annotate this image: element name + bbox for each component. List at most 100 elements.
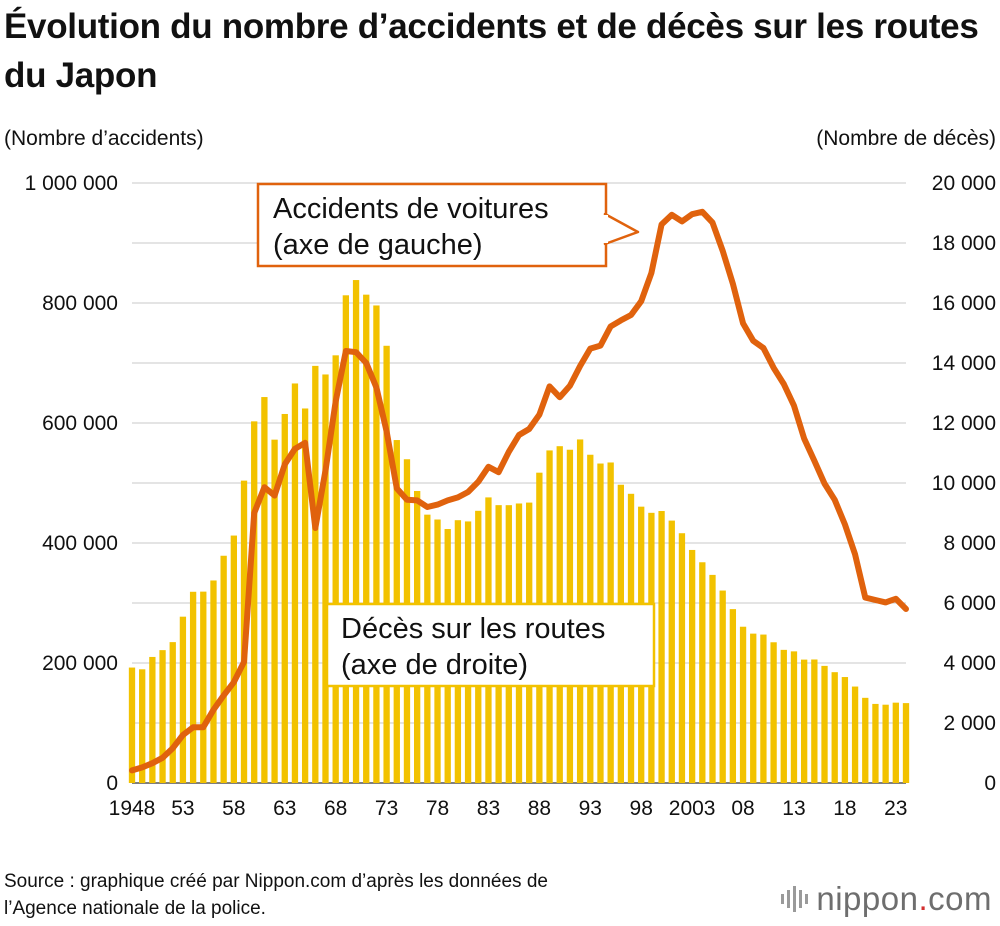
deaths-bar (831, 672, 838, 783)
right-tick-label: 10 000 (932, 472, 996, 495)
deaths-bar (251, 421, 258, 783)
deaths-bar (230, 535, 237, 783)
left-tick-label: 200 000 (42, 652, 118, 675)
deaths-callout: Décès sur les routes (axe de droite) (325, 602, 656, 688)
deaths-bar (332, 355, 339, 783)
deaths-bars (128, 280, 910, 783)
chart-title: Évolution du nombre d’accidents et de dé… (4, 7, 979, 95)
accidents-callout: Accidents de voitures (axe de gauche) (256, 182, 640, 268)
chart-canvas: 0 200 000 400 000 600 000 800 000 1 000 000 0… (25, 172, 996, 820)
deaths-bar (159, 650, 166, 783)
deaths-bar (739, 626, 747, 783)
deaths-bar (658, 511, 665, 783)
deaths-callout-box (325, 602, 656, 688)
deaths-bar (128, 667, 136, 783)
right-tick-label: 18 000 (932, 232, 996, 255)
deaths-bar (790, 651, 798, 783)
deaths-bar (149, 656, 156, 783)
deaths-bar (688, 549, 696, 783)
x-tick-label: 13 (782, 797, 805, 820)
deaths-bar (301, 408, 309, 783)
deaths-bar (200, 591, 207, 783)
deaths-bar (210, 580, 217, 783)
deaths-bar (709, 574, 716, 783)
deaths-bar (841, 677, 849, 783)
deaths-bar (291, 383, 299, 783)
accidents-callout-pointer (603, 212, 640, 246)
x-tick-label: 18 (833, 797, 856, 820)
accidents-series-label: Accidents de voitures (273, 193, 549, 225)
left-tick-label: 400 000 (42, 532, 118, 555)
left-tick-label: 600 000 (42, 412, 118, 435)
deaths-bar (312, 365, 319, 783)
logo-suffix: com (928, 880, 992, 917)
deaths-bar (352, 280, 360, 783)
right-axis-unit: (Nombre de décès) (816, 127, 996, 150)
deaths-bar (373, 305, 380, 783)
right-tick-label: 0 (984, 772, 996, 795)
deaths-bar (882, 704, 889, 783)
deaths-bar (668, 520, 675, 783)
right-tick-label: 14 000 (932, 352, 996, 375)
left-tick-label: 1 000 000 (25, 172, 118, 195)
x-tick-label: 98 (630, 797, 653, 820)
deaths-bar (872, 703, 879, 783)
deaths-bar (139, 669, 146, 783)
logo-bars-icon (781, 886, 809, 912)
deaths-bar (760, 634, 767, 783)
right-tick-label: 2 000 (943, 712, 996, 735)
right-tick-label: 12 000 (932, 412, 996, 435)
deaths-bar (383, 345, 390, 783)
deaths-bar (770, 642, 777, 783)
deaths-bar (801, 659, 808, 783)
accidents-axis-note: (axe de gauche) (273, 229, 483, 261)
x-tick-label: 73 (375, 797, 398, 820)
deaths-series-label: Décès sur les routes (341, 613, 605, 645)
x-tick-label: 53 (171, 797, 194, 820)
deaths-bar (322, 374, 329, 783)
x-tick-label: 68 (324, 797, 347, 820)
deaths-bar (902, 703, 910, 783)
source-line-1: Source : graphique créé par Nippon.com d… (4, 871, 548, 892)
accidents-line (129, 208, 909, 774)
deaths-bar (179, 616, 187, 783)
deaths-bar (261, 397, 268, 783)
deaths-bar (189, 591, 197, 783)
right-tick-label: 8 000 (943, 532, 996, 555)
left-tick-label: 0 (106, 772, 118, 795)
logo-text: nippon (816, 880, 919, 917)
deaths-bar (729, 609, 737, 783)
right-tick-label: 16 000 (932, 292, 996, 315)
deaths-bar (892, 702, 899, 783)
deaths-bar (811, 659, 818, 783)
deaths-bar (220, 555, 227, 783)
accidents-line-group (129, 208, 909, 774)
deaths-bar (699, 562, 706, 783)
deaths-bar (342, 295, 350, 783)
x-tick-label: 83 (477, 797, 500, 820)
x-tick-label: 88 (528, 797, 551, 820)
left-axis-ticks: 0 200 000 400 000 600 000 800 000 1 000 000 (25, 172, 118, 795)
x-axis-ticks: 1948 53 58 63 68 73 78 83 88 93 98 2003 08 13 18 23 (109, 797, 908, 820)
right-tick-label: 20 000 (932, 172, 996, 195)
x-tick-label: 2003 (669, 797, 716, 820)
x-tick-label: 08 (731, 797, 754, 820)
x-tick-label: 1948 (109, 797, 156, 820)
left-tick-label: 800 000 (42, 292, 118, 315)
logo-dot: . (918, 880, 929, 917)
deaths-bar (719, 590, 726, 783)
deaths-bar (271, 439, 278, 783)
deaths-bar (780, 649, 787, 783)
deaths-axis-note: (axe de droite) (341, 649, 528, 681)
x-tick-label: 58 (222, 797, 245, 820)
x-tick-label: 78 (426, 797, 449, 820)
deaths-bar (678, 533, 686, 783)
right-tick-label: 6 000 (943, 592, 996, 615)
x-tick-label: 23 (884, 797, 907, 820)
deaths-bar (862, 697, 869, 783)
source-note: Source : graphique créé par Nippon.com d… (4, 868, 548, 922)
x-tick-label: 63 (273, 797, 296, 820)
left-axis-unit: (Nombre d’accidents) (4, 127, 204, 150)
x-tick-label: 93 (579, 797, 602, 820)
deaths-bar (169, 642, 176, 783)
